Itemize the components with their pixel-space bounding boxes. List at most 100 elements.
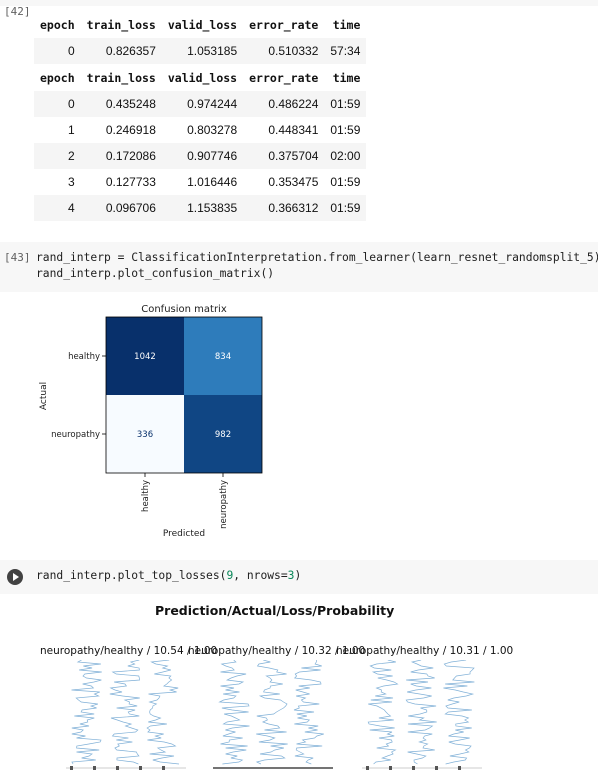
top-loss-image-2 xyxy=(213,660,333,769)
signal-trace xyxy=(405,660,437,765)
cell-train-loss: 0.435248 xyxy=(80,91,162,117)
cell-error-rate: 0.366312 xyxy=(243,195,325,221)
cell-time: 57:34 xyxy=(324,38,367,64)
matrix-cell-1-0 xyxy=(106,395,184,473)
code-line-2[interactable]: rand_interp.plot_confusion_matrix() xyxy=(36,267,275,280)
code-cell-44[interactable] xyxy=(0,560,598,594)
cell-epoch: 0 xyxy=(34,38,81,64)
cell-train-loss: 0.246918 xyxy=(105,123,156,137)
image-tick-mark xyxy=(70,766,73,770)
top-loss-image-1 xyxy=(66,660,186,770)
cell-time: 02:00 xyxy=(324,143,367,169)
matrix-value-1-1: 982 xyxy=(215,430,231,440)
image-tick-mark xyxy=(116,766,119,770)
cell-train-loss: 0.826357 xyxy=(80,38,162,64)
cell-valid-loss: 0.907746 xyxy=(161,143,244,169)
cell-error-rate: 0.510332 xyxy=(243,38,325,64)
results-table-2: epoch train_loss valid_loss error_rate t… xyxy=(34,65,367,221)
cell-epoch: 3 xyxy=(67,175,75,189)
cell-error-rate: 0.448341 xyxy=(268,123,319,137)
col-header-error-rate: error_rate xyxy=(249,18,319,32)
cell-time: 01:59 xyxy=(330,123,361,137)
cell-valid-loss: 0.974244 xyxy=(161,91,244,117)
table-row: 0 0.826357 1.053185 0.510332 57:34 xyxy=(34,38,367,64)
cell-error-rate: 0.353475 xyxy=(268,175,319,189)
cell-error-rate: 0.486224 xyxy=(243,91,325,117)
top-loss-image-3 xyxy=(362,660,482,770)
table-row: 2 0.172086 0.907746 0.375704 02:00 xyxy=(34,143,367,169)
table-header-row: epoch train_loss valid_loss error_rate t… xyxy=(34,12,366,38)
x-tick-label-neuropathy: neuropathy xyxy=(219,480,229,529)
col-header-time: time xyxy=(332,18,361,32)
image-tick-mark xyxy=(412,766,415,770)
cell-time: 01:59 xyxy=(330,175,361,189)
table-row: 3 0.127733 1.016446 0.353475 01:59 xyxy=(34,169,366,195)
cell-valid-loss: 1.053185 xyxy=(161,38,244,64)
cell-valid-loss: 1.016446 xyxy=(187,175,238,189)
subplot-title-1: neuropathy/healthy / 10.54 / 1.00 xyxy=(40,645,218,657)
subplot-title-3: neuropathy/healthy / 10.31 / 1.00 xyxy=(336,645,514,657)
matrix-cells: 1042 834 336 982 xyxy=(106,317,262,473)
signal-trace xyxy=(367,660,399,765)
cell-42-prompt: [42] xyxy=(4,5,31,18)
cell-train-loss: 0.096706 xyxy=(80,195,162,221)
code-line-top-losses[interactable]: rand_interp.plot_top_losses(9, nrows=3) xyxy=(36,568,301,584)
image-tick-mark xyxy=(162,766,165,770)
cell-train-loss: 0.127733 xyxy=(105,175,156,189)
col-header-valid-loss: valid_loss xyxy=(167,71,238,85)
signal-trace xyxy=(293,660,324,765)
cell-epoch: 2 xyxy=(34,143,81,169)
code-cell-43[interactable] xyxy=(0,242,598,292)
matrix-cell-0-0 xyxy=(106,317,184,395)
y-tick-label-neuropathy: neuropathy xyxy=(51,430,100,440)
matrix-value-1-0: 336 xyxy=(137,430,153,440)
matrix-frame xyxy=(105,316,263,474)
matrix-cell-1-1 xyxy=(184,395,262,473)
table-row: 0 0.435248 0.974244 0.486224 01:59 xyxy=(34,91,367,117)
col-header-epoch: epoch xyxy=(40,18,75,32)
col-header-train-loss: train_loss xyxy=(86,71,156,85)
code-arg-9: 9 xyxy=(226,569,234,582)
code-sep: , nrows= xyxy=(233,569,288,582)
col-header-error-rate: error_rate xyxy=(249,71,319,85)
signal-trace xyxy=(443,660,475,765)
cell-43-prompt: [43] xyxy=(4,251,31,264)
table-row: 1 0.246918 0.803278 0.448341 01:59 xyxy=(34,117,366,143)
code-line-1[interactable]: rand_interp = ClassificationInterpretati… xyxy=(36,251,598,264)
cell-top-strip xyxy=(0,0,598,6)
matrix-value-0-0: 1042 xyxy=(134,352,156,362)
image-tick-mark xyxy=(458,766,461,770)
code-prefix: rand_interp.plot_top_losses( xyxy=(36,569,227,582)
image-tick-mark xyxy=(93,766,96,770)
confusion-matrix-chart: Confusion matrix 1042 834 336 982 healthy n… xyxy=(39,304,263,539)
image-tick-mark xyxy=(435,766,438,770)
cell-error-rate: 0.375704 xyxy=(243,143,325,169)
x-axis-label: Predicted xyxy=(163,529,205,539)
signal-trace xyxy=(146,660,180,765)
cell-time: 01:59 xyxy=(324,91,367,117)
cell-epoch: 4 xyxy=(34,195,81,221)
cell-time: 01:59 xyxy=(324,195,367,221)
col-header-epoch: epoch xyxy=(40,71,75,85)
run-cell-button[interactable] xyxy=(7,569,23,585)
subplot-title-2: neuropathy/healthy / 10.32 / 1.00 xyxy=(188,645,366,657)
image-tick-mark xyxy=(139,766,142,770)
code-suffix: ) xyxy=(294,569,302,582)
table-row: 4 0.096706 1.153835 0.366312 01:59 xyxy=(34,195,367,221)
y-tick-label-healthy: healthy xyxy=(68,352,100,362)
table-header-row: epoch train_loss valid_loss error_rate t… xyxy=(34,65,366,91)
cell-epoch: 1 xyxy=(67,123,75,137)
matrix-cell-0-1 xyxy=(184,317,262,395)
signal-trace xyxy=(218,660,250,765)
signal-trace xyxy=(109,660,141,765)
image-tick-mark xyxy=(389,766,392,770)
code-arg-3: 3 xyxy=(287,569,295,582)
matrix-value-0-1: 834 xyxy=(215,352,231,362)
col-header-time: time xyxy=(332,71,361,85)
col-header-valid-loss: valid_loss xyxy=(167,18,238,32)
cell-train-loss: 0.172086 xyxy=(80,143,162,169)
results-table-1: epoch train_loss valid_loss error_rate t… xyxy=(34,12,367,64)
y-axis-label: Actual xyxy=(39,382,49,410)
chart-title: Confusion matrix xyxy=(141,304,227,315)
cell-epoch: 0 xyxy=(34,91,81,117)
